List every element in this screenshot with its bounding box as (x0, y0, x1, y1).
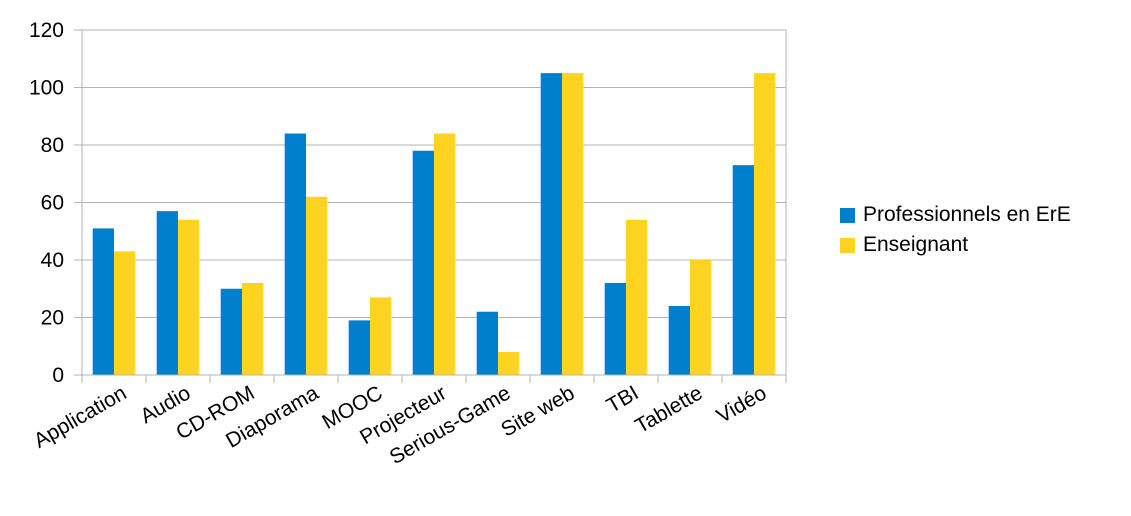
x-tick-label: TBI (603, 381, 643, 417)
legend-item-series-2: Enseignant (840, 230, 1071, 260)
bar-series-2-application (114, 251, 136, 375)
y-tick-label: 60 (41, 192, 64, 215)
bar-series-1-diaporama (284, 133, 306, 375)
x-tick-labels: Application AudioCD-ROMDiaporamaMOOCProje… (30, 381, 770, 469)
bar-series-1-tablette (668, 306, 690, 375)
bar-series-1-serious-game (476, 311, 498, 375)
x-tick-label: Vidéo (713, 381, 771, 428)
axes (74, 29, 787, 383)
bar-series-1-application (92, 228, 114, 375)
bar-series-2-audio (178, 219, 200, 375)
bar-series-1-projecteur (412, 150, 434, 375)
bar-series-2-tablette (690, 260, 712, 375)
bar-series-1-site-web (540, 73, 562, 375)
x-tick-label: Application (30, 381, 130, 452)
bar-series-2-mooc (370, 297, 392, 375)
legend-swatch-series-2 (840, 237, 855, 253)
bar-series-2-diaporama (306, 196, 328, 375)
y-tick-labels: 0 20 40 60 80 100 120 (29, 19, 64, 387)
y-tick-label: 100 (29, 77, 64, 100)
bar-series-1-audio (156, 211, 178, 375)
legend: Professionnels en ErE Enseignant (840, 200, 1071, 260)
x-tick-label: Site web (497, 381, 578, 441)
y-tick-label: 120 (29, 19, 64, 42)
bar-series-2-vid-o (754, 73, 776, 375)
legend-label-series-2: Enseignant (863, 233, 969, 256)
bar-series-2-cd-rom (242, 283, 264, 375)
legend-item-series-1: Professionnels en ErE (840, 200, 1071, 230)
legend-swatch-series-1 (840, 207, 855, 223)
bar-series-1-cd-rom (220, 288, 242, 375)
bar-series-2-projecteur (434, 133, 456, 375)
y-tick-label: 40 (41, 249, 64, 272)
x-tick-label: Tablette (631, 381, 706, 438)
bar-series-2-tbi (626, 219, 648, 375)
bars (92, 73, 776, 375)
bar-series-1-tbi (604, 283, 626, 375)
bar-series-1-mooc (348, 320, 370, 375)
bar-series-2-serious-game (498, 352, 520, 375)
y-tick-label: 0 (52, 364, 64, 387)
y-tick-label: 20 (41, 307, 64, 330)
bar-series-1-vid-o (732, 165, 754, 375)
bar-series-2-site-web (562, 73, 584, 375)
y-tick-label: 80 (41, 134, 64, 157)
legend-label-series-1: Professionnels en ErE (863, 203, 1071, 226)
